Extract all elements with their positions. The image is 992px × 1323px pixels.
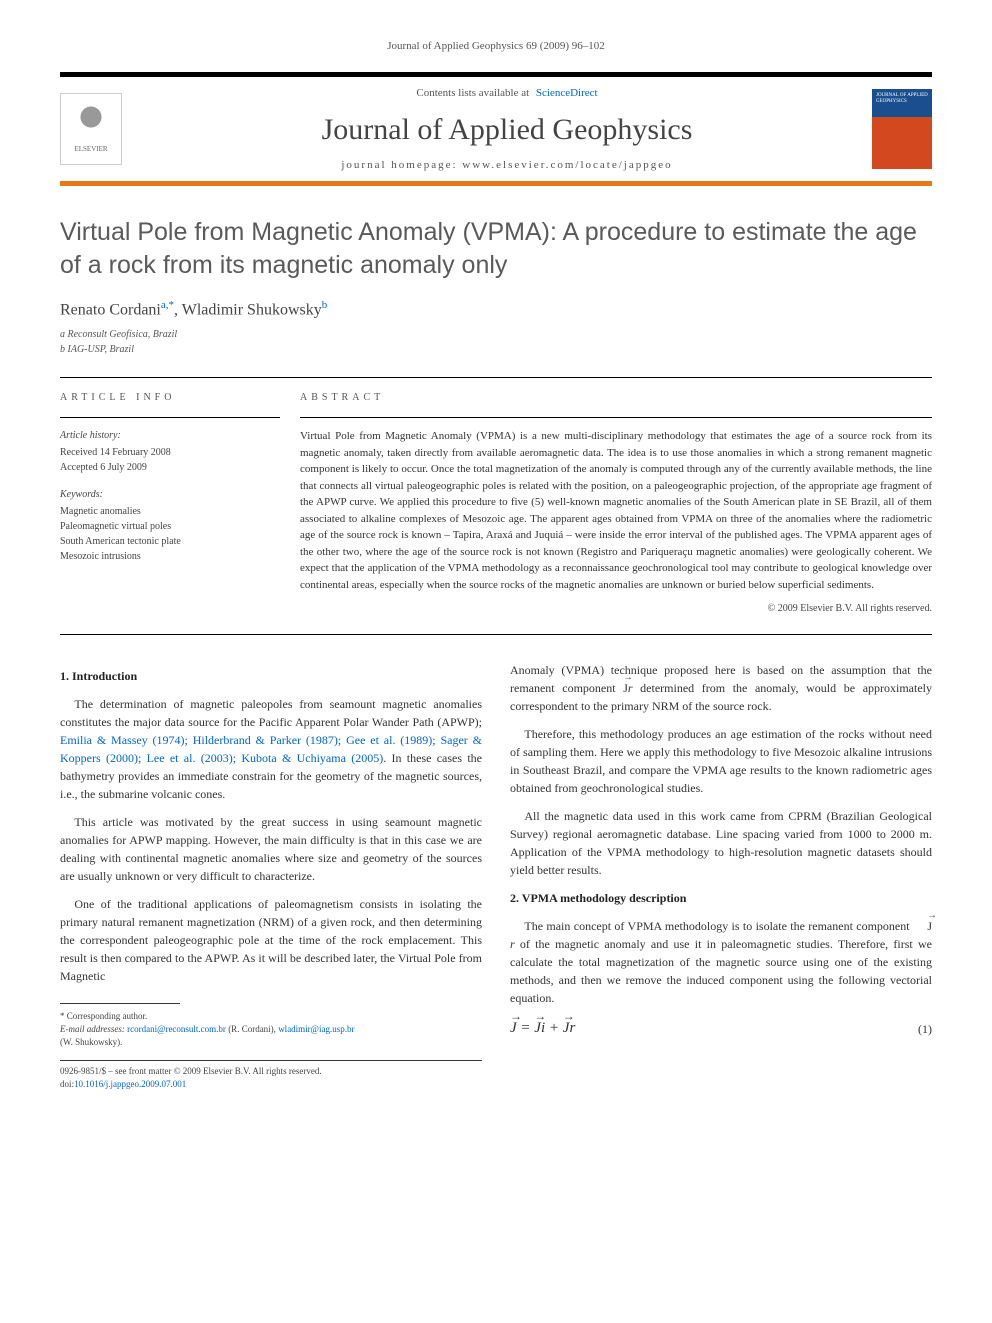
affiliations: a Reconsult Geofísica, Brazil b IAG-USP,… [60, 327, 932, 357]
para-text: The determination of magnetic paleopoles… [60, 697, 482, 729]
elsevier-logo: ELSEVIER [60, 93, 122, 165]
received-date: Received 14 February 2008 [60, 445, 280, 460]
equation-body: J = Ji + Jr [510, 1017, 575, 1040]
affiliation-a: a Reconsult Geofísica, Brazil [60, 327, 932, 342]
cover-thumb-text: JOURNAL OF APPLIED GEOPHYSICS [876, 93, 932, 104]
author-1-affil-marker: a,* [161, 299, 174, 311]
email-addresses: E-mail addresses: rcordani@reconsult.com… [60, 1023, 482, 1048]
doi-link[interactable]: 10.1016/j.jappgeo.2009.07.001 [74, 1079, 186, 1089]
email-name-2: (W. Shukowsky). [60, 1037, 122, 1047]
author-1: Renato Cordani [60, 301, 161, 318]
front-matter-separator [60, 1060, 482, 1061]
homepage-prefix: journal homepage: [341, 159, 457, 171]
journal-masthead: ELSEVIER Contents lists available at Sci… [60, 72, 932, 186]
paragraph: Anomaly (VPMA) technique proposed here i… [510, 661, 932, 715]
journal-title: Journal of Applied Geophysics [142, 113, 872, 147]
paragraph: The determination of magnetic paleopoles… [60, 695, 482, 803]
abstract-text: Virtual Pole from Magnetic Anomaly (VPMA… [300, 428, 932, 593]
affiliation-b: b IAG-USP, Brazil [60, 342, 932, 357]
author-2: , Wladimir Shukowsky [174, 301, 322, 318]
contents-prefix: Contents lists available at [416, 87, 529, 99]
keywords-heading: Keywords: [60, 487, 280, 502]
corresponding-author-note: * Corresponding author. [60, 1010, 482, 1023]
sciencedirect-link[interactable]: ScienceDirect [536, 87, 598, 99]
email-name-1: (R. Cordani), [226, 1024, 278, 1034]
abstract-copyright: © 2009 Elsevier B.V. All rights reserved… [300, 603, 932, 614]
abstract-block: abstract Virtual Pole from Magnetic Anom… [300, 392, 932, 614]
section-2-heading: 2. VPMA methodology description [510, 889, 932, 907]
abstract-label: abstract [300, 392, 932, 403]
paragraph: Therefore, this methodology produces an … [510, 725, 932, 797]
article-info-block: article info Article history: Received 1… [60, 392, 300, 614]
author-list: Renato Cordania,*, Wladimir Shukowskyb [60, 299, 932, 319]
email-link-1[interactable]: rcordani@reconsult.com.br [127, 1024, 226, 1034]
publisher-name: ELSEVIER [74, 145, 107, 153]
contents-available-line: Contents lists available at ScienceDirec… [142, 87, 872, 99]
email-link-2[interactable]: wladimir@iag.usp.br [278, 1024, 354, 1034]
keyword: Mesozoic intrusions [60, 549, 280, 564]
history-heading: Article history: [60, 428, 280, 443]
paragraph: This article was motivated by the great … [60, 813, 482, 885]
paragraph: All the magnetic data used in this work … [510, 807, 932, 879]
homepage-url[interactable]: www.elsevier.com/locate/jappgeo [462, 159, 672, 171]
divider [60, 634, 932, 635]
body-column-right: Anomaly (VPMA) technique proposed here i… [510, 661, 932, 1090]
paragraph: The main concept of VPMA methodology is … [510, 917, 932, 1007]
email-prefix: E-mail addresses: [60, 1024, 127, 1034]
body-column-left: 1. Introduction The determination of mag… [60, 661, 482, 1090]
keyword: South American tectonic plate [60, 534, 280, 549]
paragraph: One of the traditional applications of p… [60, 895, 482, 985]
running-header: Journal of Applied Geophysics 69 (2009) … [60, 40, 932, 52]
accepted-date: Accepted 6 July 2009 [60, 460, 280, 475]
divider [60, 417, 280, 418]
article-title: Virtual Pole from Magnetic Anomaly (VPMA… [60, 216, 932, 281]
doi-prefix: doi: [60, 1079, 74, 1089]
keyword: Magnetic anomalies [60, 504, 280, 519]
keyword: Paleomagnetic virtual poles [60, 519, 280, 534]
footnote-separator [60, 1003, 180, 1004]
author-2-affil-marker: b [322, 299, 328, 311]
journal-homepage: journal homepage: www.elsevier.com/locat… [142, 159, 872, 171]
divider [300, 417, 932, 418]
equation-1: J = Ji + Jr (1) [510, 1017, 932, 1040]
publisher-block: ELSEVIER [60, 93, 142, 165]
doi-line: doi:10.1016/j.jappgeo.2009.07.001 [60, 1078, 482, 1091]
front-matter-line: 0926-9851/$ – see front matter © 2009 El… [60, 1065, 482, 1078]
journal-cover-thumbnail: JOURNAL OF APPLIED GEOPHYSICS [872, 89, 932, 169]
section-1-heading: 1. Introduction [60, 667, 482, 685]
equation-number: (1) [918, 1020, 932, 1038]
article-info-label: article info [60, 392, 280, 403]
